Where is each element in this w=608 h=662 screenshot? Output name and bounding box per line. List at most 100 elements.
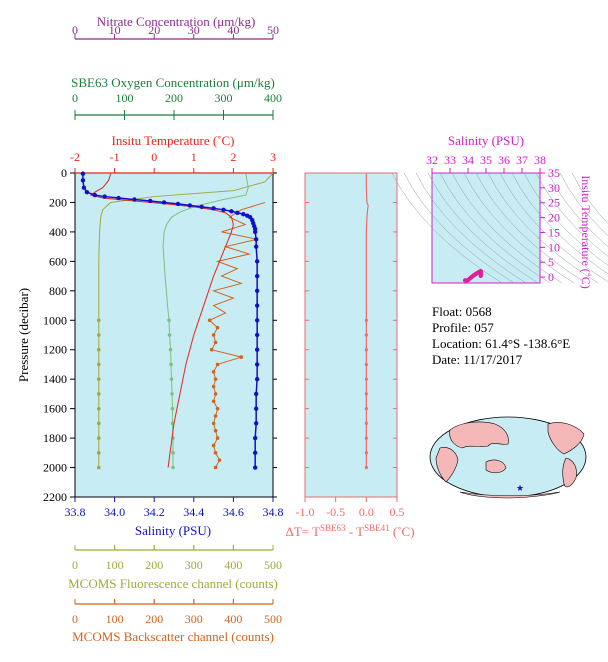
ts-temperature-tick-label: 20 [548,211,560,225]
nitrate-axis-title: Nitrate Concentration (μm/kg) [97,14,256,29]
fluorescence-point [96,465,101,470]
ts-salinity-tick-label: 35 [480,153,492,167]
temperature-axis-title: Insitu Temperature (˚C) [111,133,234,148]
fluorescence-point [96,347,101,352]
salinity-tick-label: 33.8 [65,505,86,519]
nitrate-tick-label: 0 [72,23,78,37]
delta-t-point [364,451,368,455]
ts-salinity-tick-label: 38 [534,153,546,167]
salinity-point [252,465,258,470]
salinity-tick-label: 34.6 [223,505,244,519]
salinity-point [84,189,90,195]
density-contour [427,172,539,284]
ts-salinity-tick-label: 36 [498,153,510,167]
ts-point [478,273,483,279]
oxygen-point [169,362,173,367]
delta-t-point [364,348,368,352]
fluorescence-tick-label: 400 [224,558,242,572]
salinity-point [187,203,193,208]
salinity-axis-title: Salinity (PSU) [135,523,211,538]
salinity-point [161,200,167,205]
salinity-point [102,194,107,199]
ts-temperature-tick-label: 30 [548,181,560,195]
backscatter-point [211,333,216,337]
salinity-point [80,171,86,176]
density-contour [439,172,551,284]
backscatter-point [239,355,244,359]
pressure-tick-label: 200 [49,195,67,209]
fluorescence-point [96,392,101,396]
salinity-point [254,288,260,294]
nitrate-tick-label: 50 [267,23,279,37]
info-date: Date: 11/17/2017 [432,352,523,367]
backscatter-point [213,428,218,433]
oxygen-axis-title: SBE63 Oxygen Concentration (μm/kg) [71,75,275,90]
delta-t-point [364,436,368,440]
density-contour [499,172,608,283]
backscatter-point [215,406,220,411]
salinity-tick-label: 34.0 [104,505,125,519]
backscatter-tick-label: 400 [224,612,242,626]
backscatter-point [215,362,220,367]
pressure-tick-label: 2200 [43,490,67,504]
salinity-point [92,192,98,198]
salinity-point [254,376,260,382]
backscatter-tick-label: 500 [264,612,282,626]
delta-t-point [364,362,368,367]
oxygen-tick-label: 300 [215,91,233,105]
oxygen-tick-label: 0 [72,91,78,105]
temperature-tick-label: 1 [191,150,197,164]
pressure-tick-label: 1800 [43,431,67,445]
oxygen-point [170,406,175,411]
salinity-point [254,332,260,338]
fluorescence-point [96,406,101,411]
salinity-point [116,195,121,201]
backscatter-point [211,421,216,426]
fluorescence-tick-label: 0 [72,558,78,572]
series-layer [80,171,274,470]
pressure-tick-label: 2000 [43,461,67,475]
delta-t-axis-title: ΔT= TSBE63 - TSBE41 (˚C) [285,523,414,539]
fluorescence-point [96,436,101,440]
salinity-point [199,204,204,210]
backscatter-point [211,399,216,404]
delta-t-tick-label: -0.5 [326,505,345,519]
oxygen-point [171,465,175,470]
oxygen-point [170,392,174,396]
oxygen-point [171,451,175,455]
salinity-tick-label: 34.4 [183,505,204,519]
backscatter-point [211,384,216,389]
fluorescence-tick-label: 100 [106,558,124,572]
backscatter-tick-label: 100 [106,612,124,626]
float-location-marker-icon: ★ [516,484,524,494]
backscatter-point [213,465,218,470]
info-profile: Profile: 057 [432,320,494,335]
salinity-point [253,244,259,249]
ts-temperature-tick-label: 15 [548,225,560,239]
map-south-america [562,457,577,488]
tick-layer: 0 10 20 30 40 500 100 200 300 400-2 -1 0 1 2 333.8 34.0… [43,23,284,626]
pressure-tick-label: 400 [49,225,67,239]
backscatter-tick-label: 0 [72,612,78,626]
salinity-point [148,198,153,204]
oxygen-tick-label: 100 [116,91,134,105]
salinity-point [254,303,260,308]
oxygen-point [167,318,171,323]
pressure-tick-label: 800 [49,284,67,298]
salinity-point [132,197,137,202]
info-float: Float: 0568 [432,304,492,319]
fluorescence-point [96,362,101,367]
density-contour [391,172,503,284]
salinity-point [254,347,260,352]
salinity-point [253,237,259,242]
oxygen-point [168,347,173,352]
ts-salinity-title: Salinity (PSU) [448,133,524,148]
delta-t-point [364,465,368,470]
fluorescence-point [96,377,101,381]
temperature-tick-label: 0 [151,150,157,164]
density-contour [451,172,563,284]
backscatter-point [213,414,218,418]
salinity-point [253,421,259,426]
salinity-point [175,201,181,207]
